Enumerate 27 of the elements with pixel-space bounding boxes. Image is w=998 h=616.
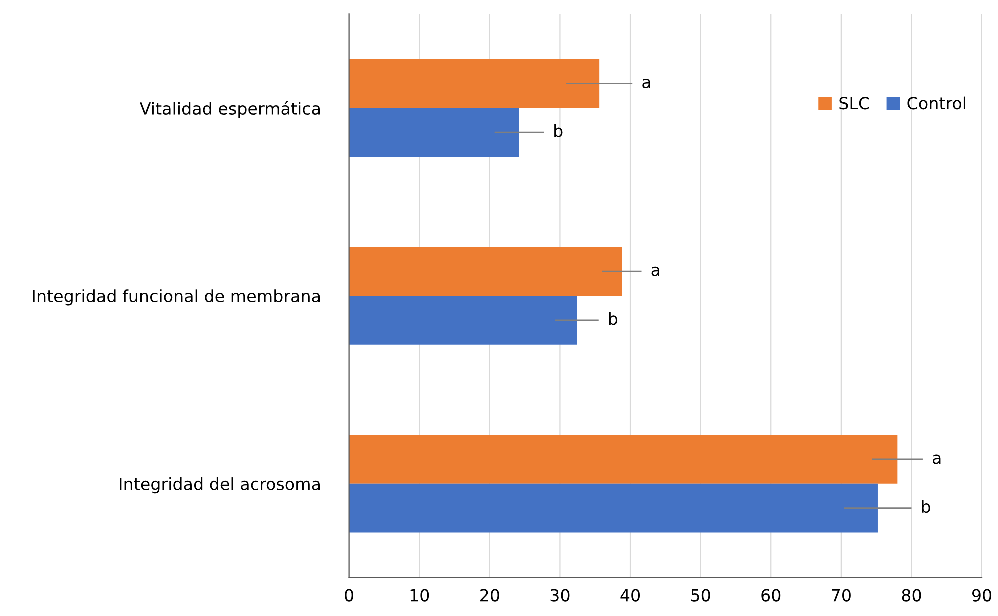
- annotation: b: [922, 500, 930, 514]
- bar: [349, 296, 578, 345]
- bar: [349, 247, 622, 296]
- x-tick-label: 70: [832, 589, 851, 602]
- bar: [349, 435, 898, 484]
- annotation: a: [642, 78, 650, 89]
- annotation: b: [554, 124, 563, 138]
- x-tick-label: 60: [762, 589, 781, 602]
- y-tick-label: Vitalidad espermática: [140, 101, 320, 118]
- annotation: a: [932, 454, 941, 464]
- x-tick-label: 20: [480, 589, 500, 602]
- x-tick-label: 90: [972, 589, 992, 602]
- annotation: b: [609, 312, 618, 326]
- x-tick-label: 80: [902, 589, 922, 602]
- bar: [349, 59, 600, 108]
- x-tick-label: 40: [620, 589, 640, 602]
- bar: [349, 108, 520, 157]
- y-tick-label: Integridad funcional de membrana: [33, 290, 320, 306]
- bar: [349, 484, 878, 533]
- legend-label: Control: [908, 96, 966, 110]
- x-tick-label: 10: [410, 589, 430, 602]
- x-tick-label: 30: [550, 589, 570, 602]
- y-tick-label: Integridad del acrosoma: [120, 478, 320, 494]
- x-tick-label: 0: [345, 589, 354, 602]
- annotation: a: [652, 266, 660, 276]
- x-tick-label: 50: [692, 589, 710, 602]
- legend-label: SLC: [840, 97, 870, 110]
